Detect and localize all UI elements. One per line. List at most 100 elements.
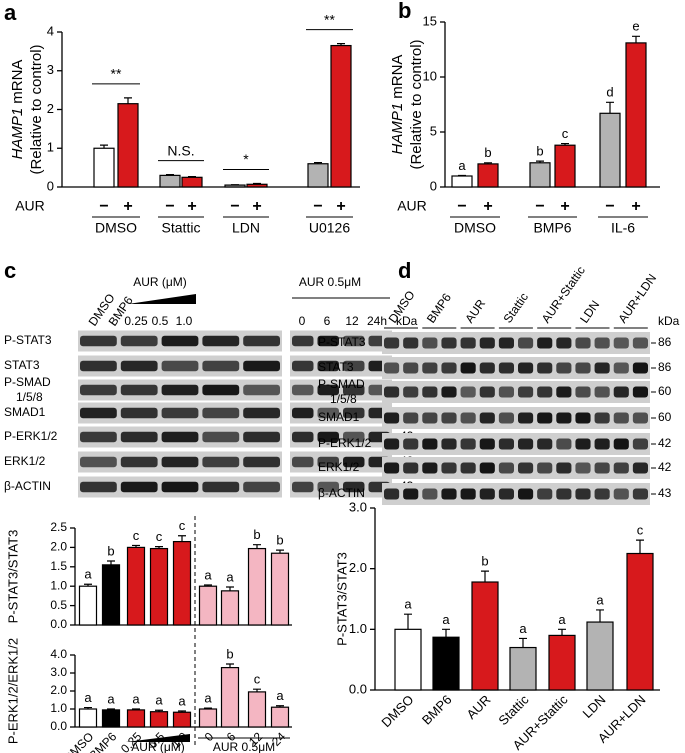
significance-label: * (243, 151, 249, 167)
bar-letter: b (226, 646, 233, 661)
row-label: 1/5/8 (16, 390, 43, 404)
blot-band (556, 488, 572, 500)
blot-band (537, 337, 553, 349)
y-axis-label-text: mRNA (9, 60, 26, 104)
bar-letter: c (254, 672, 261, 687)
row-label: P-ERK1/2 (4, 429, 58, 443)
blot-band (422, 362, 438, 374)
blot-band (594, 362, 610, 374)
blot-band (384, 412, 400, 424)
blot-band (613, 386, 629, 398)
bar-letter: c (562, 126, 569, 141)
bar (246, 183, 268, 188)
y-axis-label-text: mRNA (389, 55, 406, 99)
y-axis-label: (Relative to control) (408, 39, 425, 169)
blot-band (120, 456, 158, 468)
blot-band (479, 337, 495, 349)
kda-header: kDa (658, 314, 680, 328)
kda-label: 42 (658, 436, 672, 450)
error-bar (107, 560, 115, 565)
error-bar (606, 101, 614, 114)
blot-bg (382, 407, 650, 429)
significance-label: N.S. (167, 142, 194, 158)
blot-band (556, 438, 572, 450)
blot-band (460, 337, 476, 349)
bar (126, 546, 146, 626)
blot-bg (382, 332, 650, 354)
blot-band (537, 386, 553, 398)
blot-band (479, 386, 495, 398)
blot-band (556, 412, 572, 424)
y-tick-label: 3 (47, 62, 54, 77)
blot-band (498, 412, 514, 424)
blot-band (243, 335, 280, 347)
error-bar (84, 706, 92, 709)
blot-band (384, 362, 400, 374)
blot-band (537, 412, 553, 424)
x-tick-label: IL-6 (611, 220, 635, 236)
bar-letter: b (484, 145, 491, 160)
y-tick-label: 15 (423, 13, 437, 28)
blot-band (317, 384, 339, 396)
y-axis-label: HAMP1 mRNA (9, 60, 26, 160)
lane-label: 0 (299, 314, 306, 328)
blot-band (632, 337, 648, 349)
blot-band (632, 386, 648, 398)
row-label: SMAD1 (318, 410, 360, 424)
x-tick-label: DMSO (378, 692, 416, 730)
lane-label: LDN (577, 298, 602, 326)
panel-label: a (4, 0, 17, 25)
blot-band (575, 362, 591, 374)
y-tick-label: 0.0 (50, 719, 67, 733)
blot-bg (382, 381, 650, 403)
blot-bg (290, 476, 392, 498)
bar-letter: b (481, 554, 488, 569)
blot-band (537, 438, 553, 450)
error-bar (155, 546, 163, 549)
error-bar (166, 174, 174, 176)
series-label: AUR (397, 198, 427, 214)
blot-band (556, 337, 572, 349)
bar (307, 163, 329, 188)
y-axis-label: P-ERK1/2/ERK1/2 (5, 638, 20, 744)
lane-label: 12 (345, 314, 359, 328)
bar (117, 103, 139, 188)
error-bar (226, 663, 234, 668)
bar (626, 552, 654, 691)
bar (198, 585, 218, 626)
lane-group-label: AUR 0.5μM (299, 275, 361, 289)
blot-band (120, 335, 158, 347)
x-tick-label: DMSO (95, 220, 137, 236)
bar (149, 547, 169, 626)
blot-band (317, 360, 339, 372)
blot-band (498, 386, 514, 398)
blot-band (343, 481, 365, 493)
blot-bg (290, 379, 392, 401)
error-bar (178, 710, 186, 713)
bar (159, 174, 181, 188)
blot-band (518, 412, 534, 424)
error-bar (204, 707, 212, 709)
y-tick-label: 2.0 (50, 683, 67, 697)
bar (181, 176, 203, 188)
blot-band (243, 481, 280, 493)
blot-band (202, 384, 240, 396)
bar (432, 636, 460, 691)
blot-band (120, 431, 158, 443)
panel-label: d (398, 258, 411, 283)
blot-band (632, 488, 648, 500)
bar-letter: a (404, 597, 412, 612)
x-tick-label: AUR (464, 692, 494, 722)
blot-band (613, 438, 629, 450)
group-label: AUR 0.5μM (213, 740, 275, 753)
blot-band (202, 481, 240, 493)
bar-letter: a (458, 158, 466, 173)
bar (220, 590, 240, 626)
kda-label: 60 (658, 410, 672, 424)
blot-band (384, 386, 400, 398)
y-axis-label-gene: HAMP1 (389, 103, 406, 155)
bar (126, 709, 146, 728)
error-bar (100, 144, 108, 149)
blot-band (422, 438, 438, 450)
bar (172, 711, 192, 728)
